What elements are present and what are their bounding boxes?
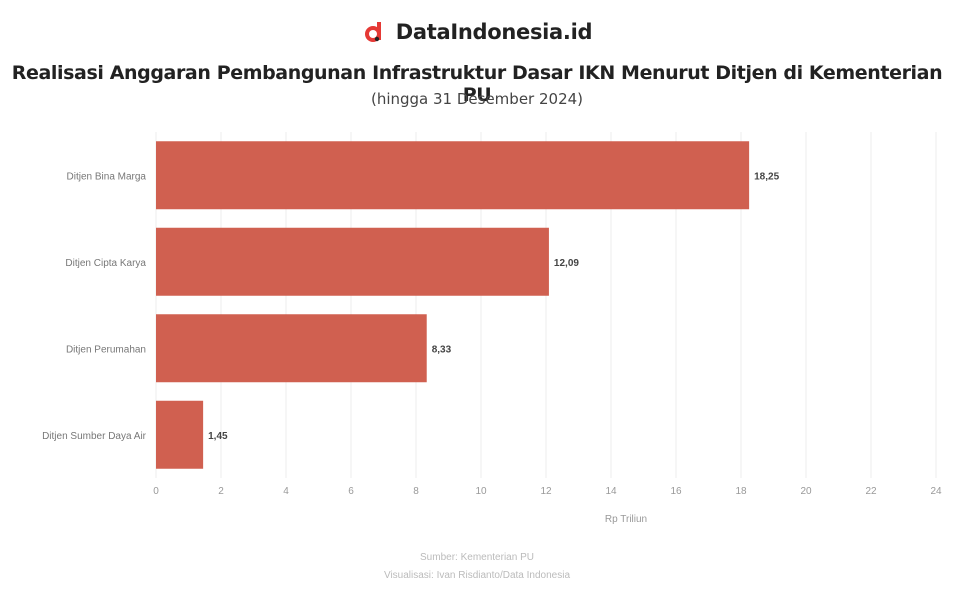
x-tick-label: 14 (605, 486, 617, 497)
x-tick-label: 8 (413, 486, 419, 497)
x-tick-label: 18 (735, 486, 747, 497)
category-label: Ditjen Bina Marga (67, 171, 147, 182)
chart-title: Realisasi Anggaran Pembangunan Infrastru… (11, 62, 943, 106)
x-tick-label: 2 (218, 486, 224, 497)
data-label: 12,09 (554, 258, 579, 269)
category-label: Ditjen Sumber Daya Air (42, 431, 147, 442)
x-tick-label: 0 (153, 486, 159, 497)
bar (156, 400, 204, 469)
footer-source: Sumber: Kementerian PU (420, 552, 534, 563)
x-axis-label: Rp Triliun (605, 514, 647, 525)
x-tick-label: 10 (475, 486, 487, 497)
data-label: 8,33 (432, 344, 452, 355)
x-tick-label: 6 (348, 486, 354, 497)
brand-name: DataIndonesia.id (395, 20, 593, 44)
brand-header: DataIndonesia.id (0, 20, 954, 44)
bar (156, 314, 427, 383)
x-tick-label: 12 (540, 486, 552, 497)
category-label: Ditjen Cipta Karya (65, 258, 146, 269)
data-label: 18,25 (754, 171, 779, 182)
bar (156, 141, 750, 210)
data-label: 1,45 (208, 431, 228, 442)
dataindonesia-logo-icon (362, 20, 386, 44)
bar (156, 227, 549, 296)
x-tick-label: 16 (670, 486, 682, 497)
footer-visualization: Visualisasi: Ivan Risdianto/Data Indones… (383, 570, 571, 581)
x-tick-label: 22 (865, 486, 877, 497)
x-tick-label: 20 (800, 486, 812, 497)
x-tick-label: 24 (930, 486, 942, 497)
chart-subtitle: (hingga 31 Desember 2024) (370, 90, 584, 108)
x-tick-label: 4 (283, 486, 289, 497)
category-label: Ditjen Perumahan (66, 344, 146, 355)
